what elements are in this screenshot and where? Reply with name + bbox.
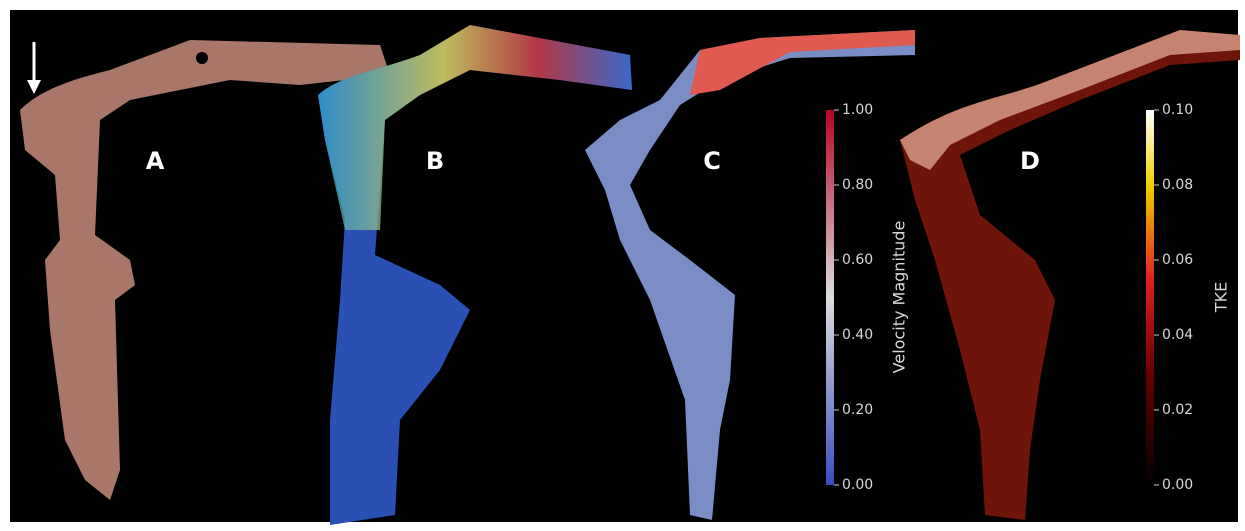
tick-label: 0.02 [1162,402,1193,418]
colorbar-title: TKE [1212,282,1231,313]
panel-label: A [146,147,165,175]
tick-label: 0.08 [1162,177,1193,193]
colorbar [1146,110,1154,485]
colorbar [826,110,834,485]
tick-label: 0.40 [842,327,873,343]
panel-label: B [426,147,444,175]
tick-label: 0.10 [1162,102,1193,118]
tick-label: 0.06 [1162,252,1193,268]
tick-label: 0.00 [842,477,873,493]
tick-label: 0.04 [1162,327,1193,343]
hole [196,52,208,64]
tick-label: 0.20 [842,402,873,418]
panel-label: D [1020,147,1040,175]
tick-label: 0.00 [1162,477,1193,493]
tick-label: 1.00 [842,102,873,118]
tick-label: 0.60 [842,252,873,268]
figure: A B C D Velocity Magnitude TKE 0.00 0.20 0… [0,0,1245,531]
panel-label: C [703,147,721,175]
colorbar-title: Velocity Magnitude [890,221,909,374]
tick-label: 0.80 [842,177,873,193]
